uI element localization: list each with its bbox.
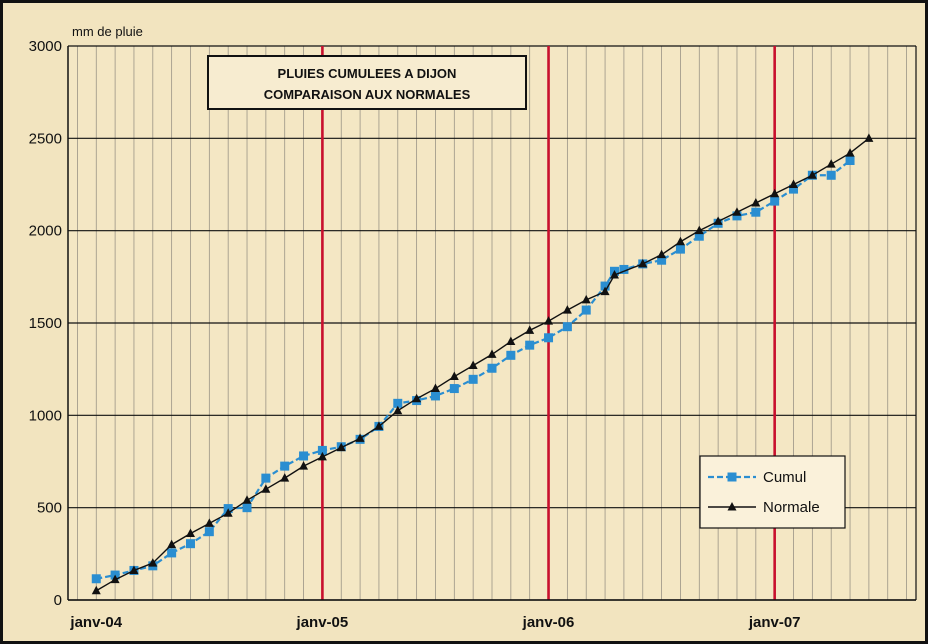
data-point-normale: [487, 349, 497, 358]
data-point-cumul: [694, 231, 704, 241]
y-tick-label: 2500: [29, 130, 62, 147]
data-point-normale: [864, 133, 874, 142]
data-point-normale: [694, 225, 704, 235]
data-point-cumul: [91, 574, 101, 584]
data-point-normale: [468, 360, 478, 369]
data-point-cumul: [770, 196, 780, 206]
y-tick-label: 1000: [29, 407, 62, 424]
x-tick-label: janv-04: [69, 614, 122, 631]
y-axis-label: mm de pluie: [72, 24, 143, 39]
data-point-normale: [675, 236, 685, 246]
data-point-cumul: [393, 398, 403, 408]
data-point-normale: [204, 518, 214, 527]
y-tick-label: 500: [37, 500, 62, 517]
data-point-normale: [317, 451, 327, 461]
data-point-cumul: [562, 322, 572, 332]
data-point-normale: [299, 461, 309, 470]
x-tick-label: janv-07: [748, 614, 801, 631]
chart-title-box: PLUIES CUMULEES A DIJON COMPARAISON AUX N…: [207, 55, 527, 110]
data-point-normale: [638, 258, 648, 268]
data-point-normale: [770, 188, 780, 198]
data-point-cumul: [789, 184, 799, 194]
legend-marker-normale: [727, 502, 737, 511]
data-point-normale: [223, 508, 233, 517]
data-point-normale: [280, 473, 290, 482]
y-tick-label: 2000: [29, 223, 62, 240]
data-point-normale: [167, 539, 177, 549]
data-point-normale: [91, 585, 101, 595]
data-point-normale: [657, 249, 667, 259]
chart-title: PLUIES CUMULEES A DIJON: [278, 66, 457, 81]
series-normale: [91, 133, 874, 595]
data-point-cumul: [600, 281, 610, 291]
data-point-normale: [430, 383, 440, 393]
data-point-normale: [412, 393, 422, 403]
x-tick-label: janv-05: [296, 614, 349, 631]
data-point-normale: [449, 371, 459, 381]
data-point-cumul: [826, 170, 836, 180]
data-point-normale: [845, 148, 855, 157]
y-tick-label: 3000: [29, 38, 62, 55]
y-tick-label: 1500: [29, 315, 62, 332]
x-tick-label: janv-06: [522, 614, 575, 631]
data-point-normale: [261, 484, 271, 493]
data-point-normale: [826, 159, 836, 168]
data-point-normale: [713, 216, 723, 225]
data-point-cumul: [317, 445, 327, 455]
legend-frame: [699, 455, 846, 529]
data-point-normale: [807, 170, 817, 179]
data-point-cumul: [732, 211, 742, 221]
data-point-cumul: [185, 539, 195, 549]
data-point-cumul: [487, 363, 497, 373]
data-point-normale: [609, 269, 619, 279]
title-box-frame: [207, 55, 527, 110]
data-point-cumul: [619, 264, 629, 274]
data-point-normale: [374, 421, 384, 430]
data-point-cumul: [280, 461, 290, 471]
data-point-cumul: [845, 155, 855, 165]
data-point-normale: [732, 207, 742, 216]
data-point-cumul: [430, 391, 440, 401]
data-point-normale: [355, 433, 365, 442]
data-point-normale: [581, 294, 591, 304]
data-point-cumul: [506, 350, 516, 360]
chart-subtitle: COMPARAISON AUX NORMALES: [264, 87, 471, 102]
data-point-cumul: [299, 451, 309, 461]
data-point-normale: [185, 528, 195, 538]
data-point-normale: [336, 442, 346, 452]
data-point-cumul: [751, 207, 761, 217]
legend: Cumul Normale: [699, 455, 846, 529]
data-point-cumul: [204, 527, 214, 537]
data-point-cumul: [675, 244, 685, 254]
data-point-normale: [525, 325, 535, 334]
data-point-normale: [600, 286, 610, 296]
data-point-cumul: [468, 374, 478, 384]
data-point-normale: [129, 565, 139, 574]
data-point-normale: [562, 305, 572, 314]
data-point-cumul: [261, 473, 271, 483]
data-point-normale: [544, 316, 554, 325]
legend-label-cumul: Cumul: [763, 469, 806, 486]
gridlines: [68, 45, 916, 601]
data-point-normale: [393, 405, 403, 415]
data-point-normale: [148, 558, 158, 567]
data-point-normale: [751, 197, 761, 207]
data-point-normale: [242, 495, 252, 504]
data-point-normale: [110, 574, 120, 584]
data-point-cumul: [657, 255, 667, 265]
data-point-cumul: [167, 548, 177, 558]
legend-marker-cumul: [727, 472, 737, 482]
y-tick-label: 0: [54, 592, 62, 609]
data-point-normale: [789, 179, 799, 188]
data-point-cumul: [242, 503, 252, 513]
data-point-cumul: [449, 384, 459, 394]
legend-label-normale: Normale: [763, 499, 820, 516]
data-point-cumul: [544, 333, 554, 343]
data-point-cumul: [581, 305, 591, 315]
data-point-cumul: [525, 340, 535, 350]
data-point-normale: [506, 336, 516, 345]
